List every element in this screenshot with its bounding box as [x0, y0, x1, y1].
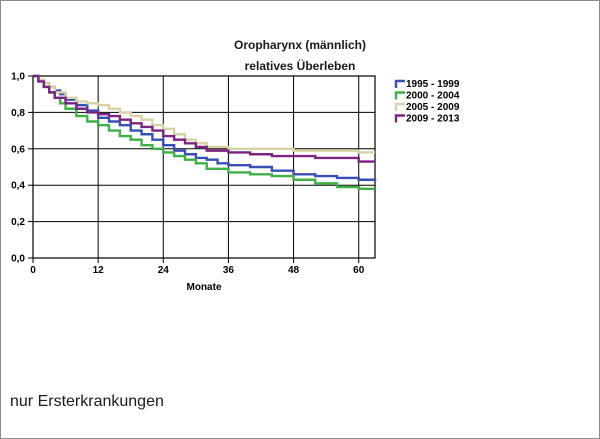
legend-swatch — [394, 79, 405, 88]
series-line — [33, 74, 375, 154]
legend-label: 2000 - 2004 — [406, 91, 460, 102]
x-axis-label: Monate — [187, 282, 222, 293]
y-tick-label: 0,4 — [11, 181, 25, 192]
legend-swatch — [394, 114, 405, 123]
x-tick-label: 12 — [93, 265, 105, 276]
series-line — [33, 74, 375, 191]
y-tick-label: 0,6 — [11, 144, 25, 155]
legend-label: 1995 - 1999 — [406, 79, 460, 90]
legend-swatch — [394, 102, 405, 111]
chart-subtitle: relatives Überleben — [244, 59, 356, 73]
y-tick-label: 0,2 — [11, 217, 25, 228]
y-tick-label: 1,0 — [11, 72, 25, 83]
footnote: nur Ersterkrankungen — [10, 393, 164, 410]
chart-title: Oropharynx (männlich) — [233, 38, 367, 52]
x-tick-label: 48 — [288, 265, 300, 276]
y-tick-label: 0,0 — [11, 254, 25, 265]
plot-area — [32, 75, 376, 259]
legend-label: 2009 - 2013 — [406, 114, 460, 125]
x-tick-label: 24 — [158, 265, 170, 276]
y-tick-label: 0,8 — [11, 108, 25, 119]
x-tick-label: 60 — [353, 265, 365, 276]
x-tick-label: 36 — [223, 265, 235, 276]
x-tick-label: 0 — [30, 265, 36, 276]
legend-swatch — [394, 91, 405, 100]
series-line — [33, 74, 375, 163]
legend-label: 2005 - 2009 — [406, 102, 460, 113]
series-line — [33, 74, 377, 182]
